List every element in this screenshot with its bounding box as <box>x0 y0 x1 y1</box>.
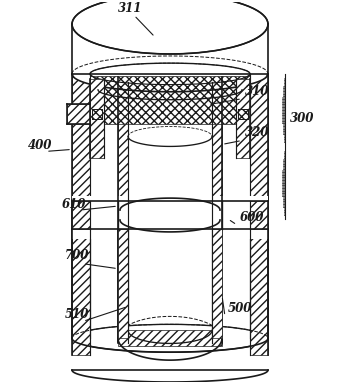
Bar <box>72 74 268 338</box>
Ellipse shape <box>72 0 268 54</box>
Text: 300: 300 <box>290 112 314 125</box>
Text: 400: 400 <box>28 139 52 152</box>
Text: 510: 510 <box>65 308 89 321</box>
Bar <box>212 229 222 338</box>
Bar <box>250 201 268 229</box>
Polygon shape <box>72 0 268 92</box>
Bar <box>72 74 90 338</box>
Bar <box>236 79 250 159</box>
Bar <box>90 79 250 201</box>
Bar <box>250 74 268 338</box>
Ellipse shape <box>90 63 250 84</box>
Bar <box>118 77 128 343</box>
Bar <box>92 108 102 118</box>
Bar <box>90 79 104 159</box>
Bar <box>238 108 248 118</box>
Bar <box>67 104 90 123</box>
Bar <box>250 229 268 355</box>
Bar <box>72 196 268 239</box>
Text: 610: 610 <box>62 198 86 211</box>
Polygon shape <box>90 76 250 123</box>
Text: 700: 700 <box>65 249 89 262</box>
Text: 500: 500 <box>228 303 252 316</box>
Ellipse shape <box>72 324 268 352</box>
Text: 310: 310 <box>245 85 269 98</box>
Bar <box>118 77 222 358</box>
Text: 311: 311 <box>118 2 142 15</box>
Bar <box>72 229 90 355</box>
Bar <box>212 77 222 343</box>
Text: 320: 320 <box>245 126 269 139</box>
Bar <box>90 229 250 360</box>
Bar <box>118 229 128 338</box>
Text: 600: 600 <box>240 211 265 224</box>
Bar <box>72 201 90 229</box>
Bar <box>118 330 222 346</box>
